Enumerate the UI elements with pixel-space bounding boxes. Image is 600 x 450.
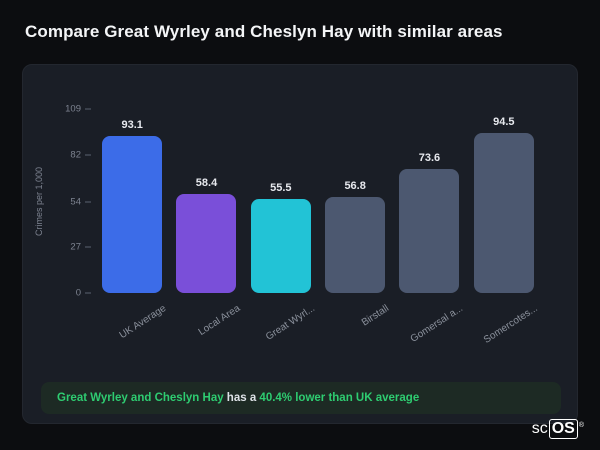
bar-somercotes[interactable] — [473, 133, 534, 293]
x-label-slot: Gomersal a... — [392, 297, 466, 359]
bar-uk-average[interactable] — [102, 135, 163, 293]
bar-local-area[interactable] — [176, 194, 237, 293]
page-title: Compare Great Wyrley and Cheslyn Hay wit… — [25, 22, 503, 41]
x-label-slot: Birstall — [318, 297, 392, 359]
bar-slot: 73.6 — [392, 109, 466, 293]
x-label-slot: Great Wyrl... — [244, 297, 318, 359]
y-tick-label: 0 — [75, 287, 81, 299]
logo-suffix: OS — [548, 419, 578, 439]
scos-logo: sc OS ® — [532, 419, 584, 439]
bar-value-label: 58.4 — [195, 177, 218, 190]
bar-value-label: 73.6 — [418, 151, 441, 164]
note-area-name: Great Wyrley and Cheslyn Hay — [57, 392, 224, 404]
x-label-slot: Somercotes... — [467, 297, 541, 359]
y-tick-mark — [85, 201, 91, 203]
y-tick-mark — [85, 154, 91, 156]
bar-chart-plot: 93.1 58.4 55.5 56.8 73.6 94.5 — [95, 109, 541, 293]
y-axis-ticks: 0 27 54 82 109 — [47, 104, 91, 299]
bar-birstall[interactable] — [325, 197, 386, 293]
note-connector-text: has a — [223, 392, 260, 404]
y-tick-mark — [85, 292, 91, 294]
x-axis-label: Great Wyrl... — [263, 303, 317, 343]
y-tick: 109 — [65, 104, 91, 115]
bar-slot: 55.5 — [244, 109, 318, 293]
bar-slot: 93.1 — [95, 109, 169, 293]
bar-value-label: 55.5 — [270, 182, 292, 195]
x-axis-label: Local Area — [196, 303, 243, 338]
y-tick-label: 82 — [70, 149, 81, 161]
x-axis-labels: UK Average Local Area Great Wyrl... Birstal… — [95, 297, 541, 359]
note-box: Great Wyrley and Cheslyn Hay has a 40.4%… — [41, 382, 561, 414]
y-axis-label: Crimes per 1,000 — [34, 166, 44, 236]
y-tick-label: 27 — [70, 241, 81, 253]
y-tick-mark — [85, 246, 91, 248]
y-tick-mark — [85, 108, 91, 110]
bar-slot: 58.4 — [169, 109, 243, 293]
y-tick: 54 — [70, 196, 91, 207]
note-stat-text: 40.4% lower than UK average — [259, 392, 420, 404]
bar-value-label: 56.8 — [344, 180, 366, 193]
y-tick-label: 54 — [70, 196, 81, 208]
x-axis-label: UK Average — [117, 303, 169, 342]
logo-prefix: sc — [531, 420, 548, 438]
bar-slot: 94.5 — [467, 109, 541, 293]
x-axis-label: Somercotes... — [482, 303, 540, 346]
bar-gomersal-a[interactable] — [399, 168, 460, 293]
y-tick: 82 — [70, 149, 91, 160]
x-label-slot: Local Area — [169, 297, 243, 359]
bar-value-label: 93.1 — [121, 118, 143, 131]
y-tick-label: 109 — [65, 103, 81, 115]
y-tick: 0 — [76, 288, 91, 299]
bar-great-wyrl[interactable] — [250, 199, 311, 293]
x-label-slot: UK Average — [95, 297, 169, 359]
y-tick: 27 — [70, 242, 91, 253]
chart-card: Crimes per 1,000 0 27 54 82 109 93.1 58.4 55.5… — [22, 64, 578, 424]
x-axis-label: Gomersal a... — [409, 303, 466, 345]
bar-slot: 56.8 — [318, 109, 392, 293]
bar-value-label: 94.5 — [493, 116, 515, 129]
registered-trademark-mark: ® — [578, 422, 584, 430]
x-axis-label: Birstall — [359, 303, 392, 329]
